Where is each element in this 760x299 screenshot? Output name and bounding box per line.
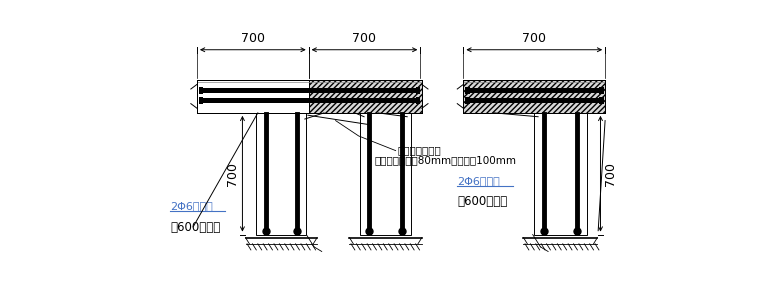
Bar [197,80,309,113]
Text: 700: 700 [241,32,264,45]
Bar [464,80,605,113]
Bar [340,80,422,113]
Text: 700: 700 [522,32,546,45]
Bar [416,97,420,104]
Bar [201,98,417,103]
Bar [599,87,603,94]
Text: 采用结构胶植筋: 采用结构胶植筋 [397,145,441,155]
Bar [309,80,422,113]
Text: 每600设一道: 每600设一道 [170,222,220,234]
Text: 每600设一道: 每600设一道 [458,195,508,208]
Bar [201,89,417,93]
Bar [360,113,411,234]
Text: 2Φ6沿墙高: 2Φ6沿墙高 [458,176,500,186]
Text: 2Φ6沿墙高: 2Φ6沿墙高 [170,202,213,211]
Text: 700: 700 [353,32,376,45]
Bar [465,97,470,104]
Bar [198,87,203,94]
Bar [465,87,470,94]
Bar [468,98,600,103]
Text: 700: 700 [226,162,239,186]
Bar [599,97,603,104]
Bar [416,87,420,94]
Bar [464,80,510,113]
Text: 拉结筋植入深度80mm，配筋带100mm: 拉结筋植入深度80mm，配筋带100mm [374,155,516,166]
Bar [468,89,600,93]
Bar [534,113,587,234]
Bar [198,97,203,104]
Bar [256,113,306,234]
Text: 700: 700 [603,162,616,186]
